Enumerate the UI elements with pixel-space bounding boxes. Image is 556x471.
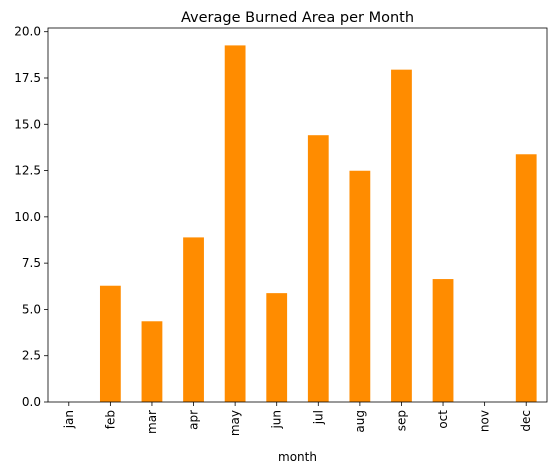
x-tick-label-mar: mar <box>145 410 159 434</box>
bar-dec <box>515 154 537 402</box>
y-tick-label: 10.0 <box>14 210 41 224</box>
x-tick-label-jan: jan <box>62 410 76 429</box>
axes-frame <box>47 27 548 403</box>
x-tick-label-nov: nov <box>478 410 492 432</box>
bar-sep <box>391 69 412 402</box>
x-tick-label-sep: sep <box>394 410 408 431</box>
bar-aug <box>349 170 371 402</box>
x-tick-label-oct: oct <box>436 410 450 429</box>
x-tick-label-apr: apr <box>187 410 201 430</box>
x-tick-label-feb: feb <box>103 410 117 429</box>
chart-title: Average Burned Area per Month <box>181 10 414 26</box>
bar-feb <box>99 285 121 402</box>
x-tick-label-aug: aug <box>353 410 367 433</box>
y-tick-label: 5.0 <box>22 302 41 316</box>
bar-jul <box>307 135 329 402</box>
bar-apr <box>183 237 204 402</box>
y-tick-label: 0.0 <box>22 395 41 409</box>
x-tick-label-jul: jul <box>311 410 325 425</box>
bar-oct <box>432 279 454 402</box>
x-tick-label-jun: jun <box>270 410 284 430</box>
y-tick-label: 20.0 <box>14 25 41 39</box>
y-tick-label: 15.0 <box>14 117 41 131</box>
x-axis-label: month <box>278 450 317 464</box>
bar-mar <box>141 321 163 402</box>
bar-may <box>224 45 246 402</box>
y-tick-label: 17.5 <box>14 71 41 85</box>
plot-area: 0.0 2.5 5.0 7.5 10.0 12.5 15.0 17.5 20.0 jan feb ma… <box>14 25 548 436</box>
y-tick-label: 2.5 <box>22 349 41 363</box>
x-tick-label-dec: dec <box>519 410 533 432</box>
bar-jun <box>266 293 288 402</box>
y-tick-label: 7.5 <box>22 256 41 270</box>
x-tick-label-may: may <box>228 410 242 436</box>
y-tick-label: 12.5 <box>14 164 41 178</box>
